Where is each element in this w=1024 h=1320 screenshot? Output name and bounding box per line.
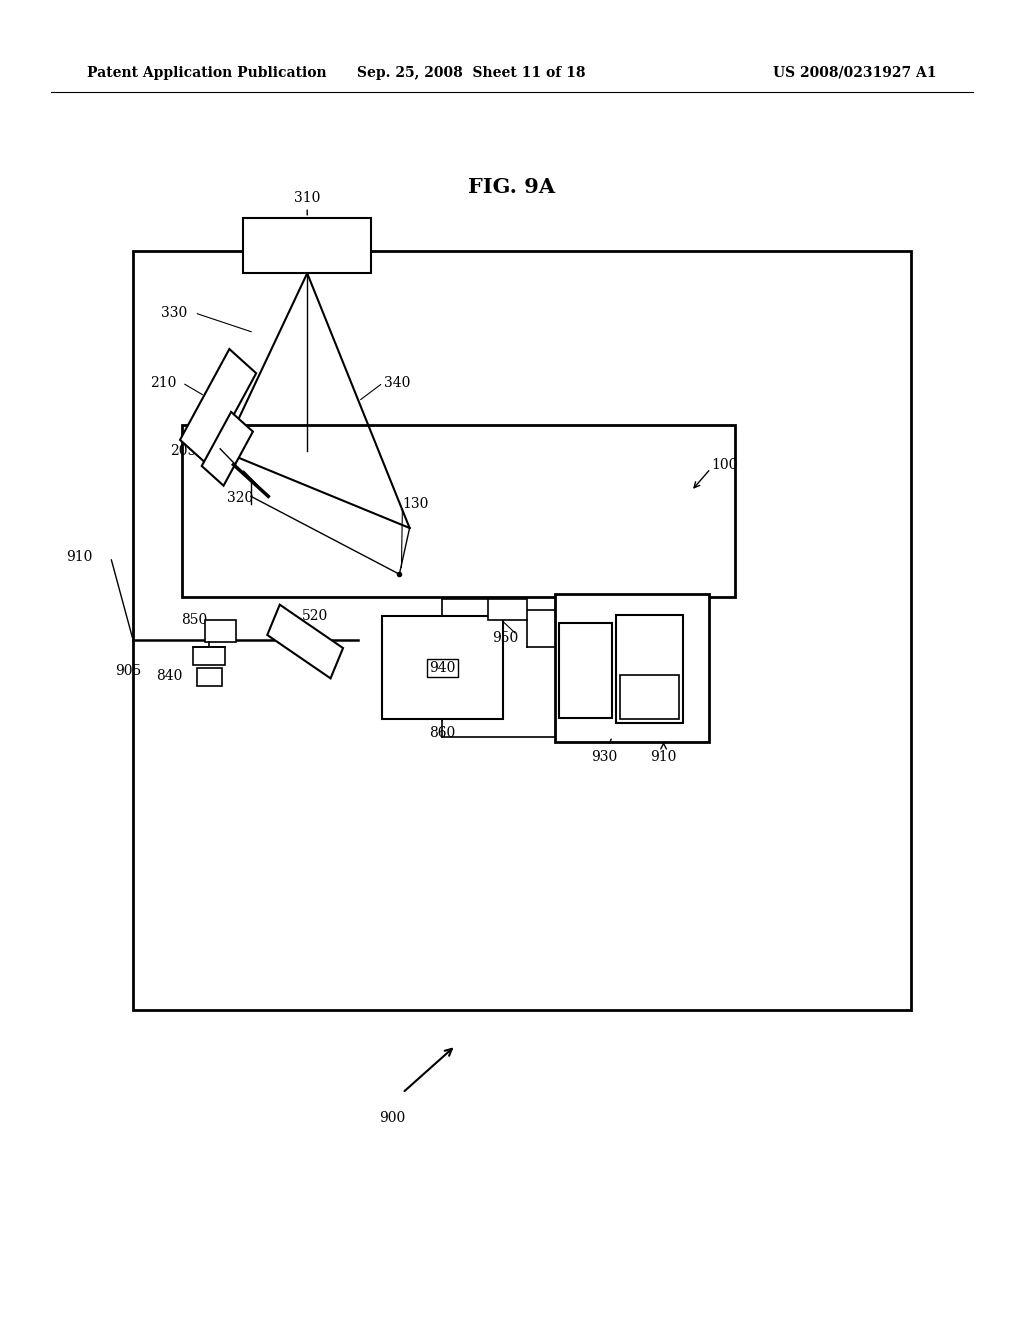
Text: 910: 910 [650, 750, 677, 764]
Text: 960: 960 [561, 627, 588, 642]
Text: Sep. 25, 2008  Sheet 11 of 18: Sep. 25, 2008 Sheet 11 of 18 [356, 66, 586, 79]
Text: 950: 950 [492, 631, 518, 644]
Text: 935: 935 [637, 648, 662, 661]
Polygon shape [267, 605, 343, 678]
Text: US 2008/0231927 A1: US 2008/0231927 A1 [773, 66, 937, 79]
Bar [243, 218, 371, 273]
Text: 520: 520 [302, 609, 329, 623]
Bar [555, 594, 709, 742]
Text: 340: 340 [384, 376, 411, 389]
Bar [197, 668, 222, 686]
Text: 930: 930 [591, 750, 617, 764]
Text: 940: 940 [429, 661, 456, 675]
Polygon shape [202, 412, 253, 486]
Bar [559, 623, 612, 718]
Text: 860: 860 [429, 726, 456, 741]
Text: 900: 900 [379, 1111, 406, 1126]
Text: 840: 840 [156, 669, 182, 682]
Text: 850: 850 [181, 614, 208, 627]
Text: 100: 100 [712, 458, 738, 471]
Text: 205: 205 [170, 445, 197, 458]
Text: 210: 210 [150, 376, 176, 389]
Text: Patent Application Publication: Patent Application Publication [87, 66, 327, 79]
Bar [488, 599, 527, 620]
Bar [205, 620, 236, 642]
Text: 330: 330 [161, 306, 187, 319]
Bar [382, 616, 503, 719]
Bar [182, 425, 735, 597]
Text: FIG. 9A: FIG. 9A [468, 177, 556, 198]
Bar [616, 615, 683, 723]
Text: 310: 310 [294, 190, 321, 205]
Text: 824: 824 [637, 690, 662, 704]
Text: 130: 130 [402, 498, 429, 511]
Text: 905: 905 [115, 664, 141, 677]
Text: 910: 910 [66, 550, 92, 564]
Text: 320: 320 [227, 491, 254, 506]
Bar [133, 251, 911, 1010]
Bar [620, 675, 679, 719]
Bar [193, 647, 225, 665]
Polygon shape [180, 348, 256, 465]
Text: 920: 920 [573, 664, 598, 677]
